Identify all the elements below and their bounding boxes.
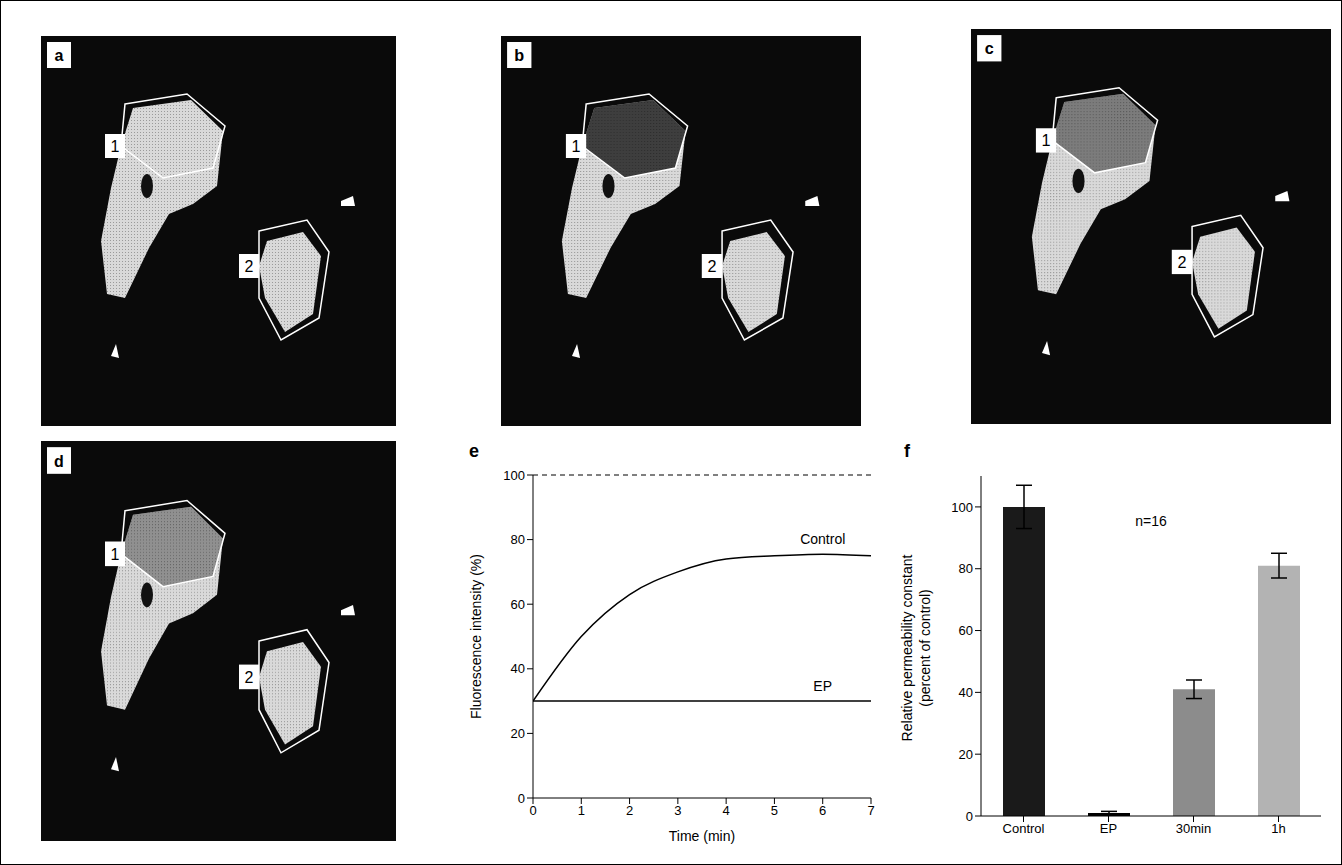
svg-text:2: 2 — [707, 257, 716, 275]
html-text:e: e — [469, 441, 479, 461]
svg-text:(percent of control): (percent of control) — [917, 589, 933, 707]
svg-text:2: 2 — [245, 258, 254, 275]
svg-text:Control: Control — [1003, 821, 1045, 836]
svg-text:1: 1 — [1042, 131, 1051, 149]
svg-text:20: 20 — [959, 747, 973, 762]
svg-text:1h: 1h — [1271, 821, 1285, 836]
svg-text:60: 60 — [959, 623, 973, 638]
svg-text:3: 3 — [674, 803, 681, 818]
html-text:f: f — [904, 441, 910, 461]
svg-text:0: 0 — [529, 803, 536, 818]
svg-text:0: 0 — [518, 791, 525, 806]
svg-text:6: 6 — [819, 803, 826, 818]
svg-text:1: 1 — [578, 803, 585, 818]
svg-text:2: 2 — [1177, 253, 1186, 271]
svg-text:60: 60 — [511, 597, 525, 612]
svg-text:5: 5 — [771, 803, 778, 818]
svg-text:7: 7 — [867, 803, 874, 818]
svg-text:Relative permeability constant: Relative permeability constant — [899, 555, 915, 742]
svg-text:d: d — [54, 451, 64, 469]
svg-text:100: 100 — [951, 500, 973, 515]
svg-text:20: 20 — [511, 726, 525, 741]
svg-text:Time (min): Time (min) — [669, 828, 735, 844]
svg-text:1: 1 — [111, 545, 120, 563]
svg-text:4: 4 — [723, 803, 730, 818]
svg-text:40: 40 — [511, 661, 525, 676]
svg-text:2: 2 — [626, 803, 633, 818]
svg-text:Fluorescence intensity (%): Fluorescence intensity (%) — [468, 554, 484, 719]
svg-text:Control: Control — [800, 531, 845, 547]
svg-text:40: 40 — [959, 685, 973, 700]
svg-text:80: 80 — [959, 561, 973, 576]
svg-text:EP: EP — [813, 678, 832, 694]
html-text:n=16: n=16 — [1135, 513, 1167, 529]
svg-text:a: a — [55, 47, 64, 64]
svg-text:2: 2 — [245, 668, 254, 686]
svg-text:30min: 30min — [1176, 821, 1211, 836]
svg-text:0: 0 — [966, 809, 973, 824]
svg-text:1: 1 — [572, 137, 581, 155]
svg-text:c: c — [985, 39, 994, 57]
svg-text:1: 1 — [111, 138, 120, 155]
svg-text:EP: EP — [1100, 821, 1117, 836]
svg-text:80: 80 — [511, 532, 525, 547]
svg-text:b: b — [514, 46, 524, 64]
svg-text:100: 100 — [503, 468, 525, 483]
